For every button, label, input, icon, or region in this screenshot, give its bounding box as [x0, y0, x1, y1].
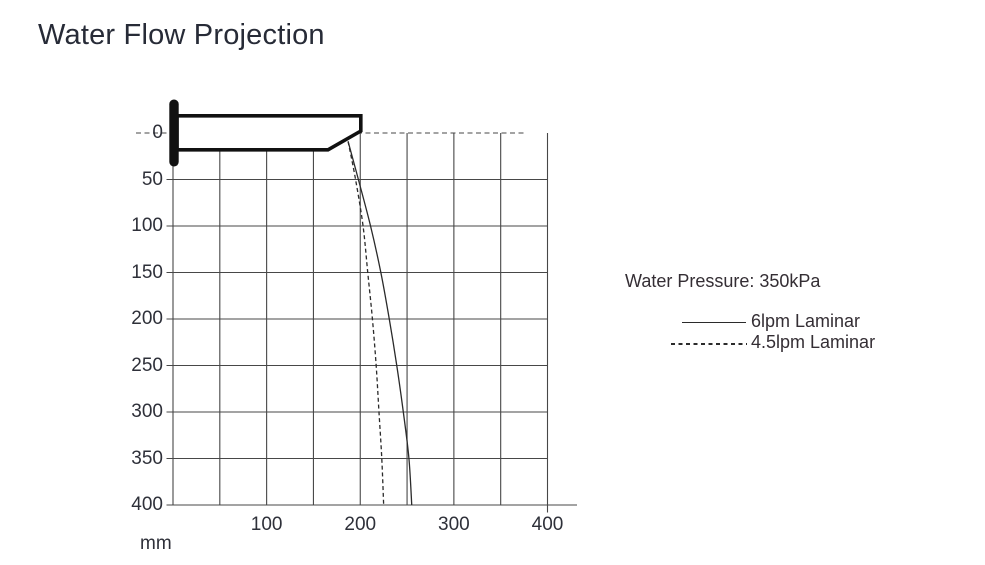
figure-title: Water Flow Projection — [38, 19, 325, 51]
y-tick-label-150: 150 — [131, 261, 163, 283]
stream-curve-6lpm-laminar — [347, 141, 413, 506]
y-tick-label-250: 250 — [131, 354, 163, 376]
stream-curve-4-5lpm-laminar — [347, 141, 385, 506]
x-tick-label-200: 200 — [344, 514, 377, 535]
spout-drawing — [169, 99, 363, 167]
y-tick-label-300: 300 — [131, 401, 163, 422]
legend-label-6lpm: 6lpm Laminar — [751, 311, 861, 331]
legend-label-4-5lpm: 4.5lpm Laminar — [751, 332, 876, 352]
spout-body-outline — [175, 114, 363, 152]
y-tick-label-0: 0 — [152, 122, 163, 143]
water-stream-curves — [347, 141, 413, 506]
grid-lines — [166, 133, 577, 513]
legend-line-solid — [682, 322, 746, 323]
y-tick-label-200: 200 — [131, 308, 163, 329]
y-tick-label-100: 100 — [131, 215, 163, 236]
wall-flange — [169, 99, 179, 167]
y-tick-label-350: 350 — [131, 447, 163, 469]
water-pressure-label: Water Pressure: 350kPa — [625, 271, 821, 291]
x-tick-label-400: 400 — [531, 514, 564, 535]
y-tick-label-400: 400 — [131, 494, 163, 515]
legend-line-dashed — [671, 343, 747, 345]
x-tick-label-100: 100 — [250, 514, 283, 535]
x-axis-unit-label: mm — [140, 533, 172, 554]
y-tick-label-50: 50 — [141, 168, 163, 190]
x-tick-label-300: 300 — [438, 514, 470, 535]
